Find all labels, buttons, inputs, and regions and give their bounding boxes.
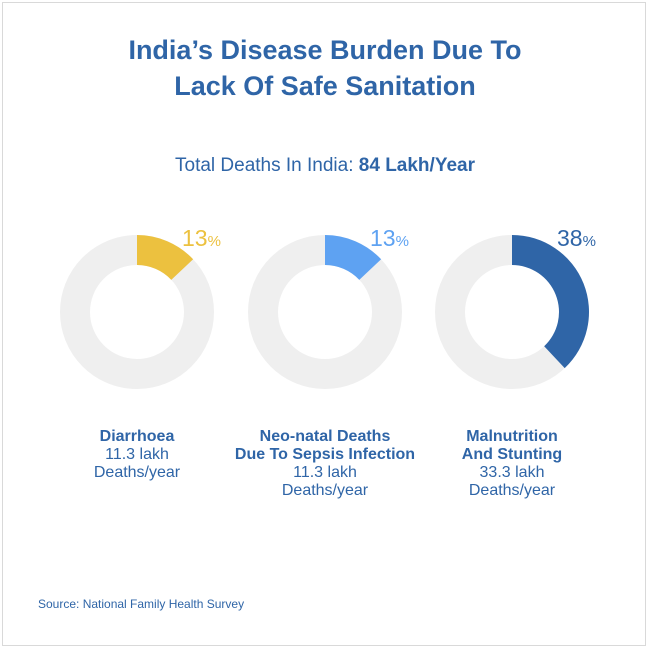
donut-chart bbox=[60, 235, 214, 389]
percent-label: 13% bbox=[370, 225, 409, 255]
category-caption: Diarrhoea 11.3 lakh Deaths/year bbox=[32, 428, 242, 482]
percent-value: 13 bbox=[370, 225, 396, 251]
category-caption: Malnutrition And Stunting 33.3 lakh Deaths/… bbox=[407, 428, 617, 500]
percent-value: 13 bbox=[182, 225, 208, 251]
deaths-value: 11.3 lakh bbox=[293, 464, 357, 481]
subtitle-value: 84 Lakh/Year bbox=[358, 155, 475, 176]
title-line-1: India’s Disease Burden Due To bbox=[128, 35, 522, 65]
percent-symbol: % bbox=[395, 233, 409, 250]
deaths-unit: Deaths/year bbox=[93, 464, 181, 481]
category-label: And Stunting bbox=[461, 446, 563, 463]
percent-value: 38 bbox=[557, 225, 583, 251]
donut-slice bbox=[512, 235, 589, 369]
category-label: Malnutrition bbox=[466, 428, 558, 445]
percent-symbol: % bbox=[207, 233, 221, 250]
category-label: Due To Sepsis Infection bbox=[234, 446, 416, 463]
percent-label: 38% bbox=[557, 225, 596, 255]
donut-slice bbox=[325, 235, 382, 280]
donut-slice bbox=[137, 235, 194, 280]
donut-chart bbox=[435, 235, 589, 389]
deaths-value: 33.3 lakh bbox=[479, 464, 545, 481]
percent-symbol: % bbox=[582, 233, 596, 250]
category-label: Neo-natal Deaths bbox=[259, 428, 391, 445]
percent-label: 13% bbox=[182, 225, 221, 255]
deaths-value: 11.3 lakh bbox=[105, 446, 169, 463]
chart-title: India’s Disease Burden Due To Lack Of Sa… bbox=[0, 32, 650, 104]
title-line-2: Lack Of Safe Sanitation bbox=[174, 71, 476, 101]
deaths-unit: Deaths/year bbox=[281, 482, 369, 499]
category-label: Diarrhoea bbox=[99, 428, 175, 445]
category-caption: Neo-natal Deaths Due To Sepsis Infection 1… bbox=[220, 428, 430, 500]
subtitle-label: Total Deaths In India: bbox=[175, 155, 359, 176]
donut-chart bbox=[248, 235, 402, 389]
deaths-unit: Deaths/year bbox=[468, 482, 556, 499]
chart-subtitle: Total Deaths In India: 84 Lakh/Year bbox=[0, 154, 650, 178]
source-note: Source: National Family Health Survey bbox=[38, 597, 245, 611]
